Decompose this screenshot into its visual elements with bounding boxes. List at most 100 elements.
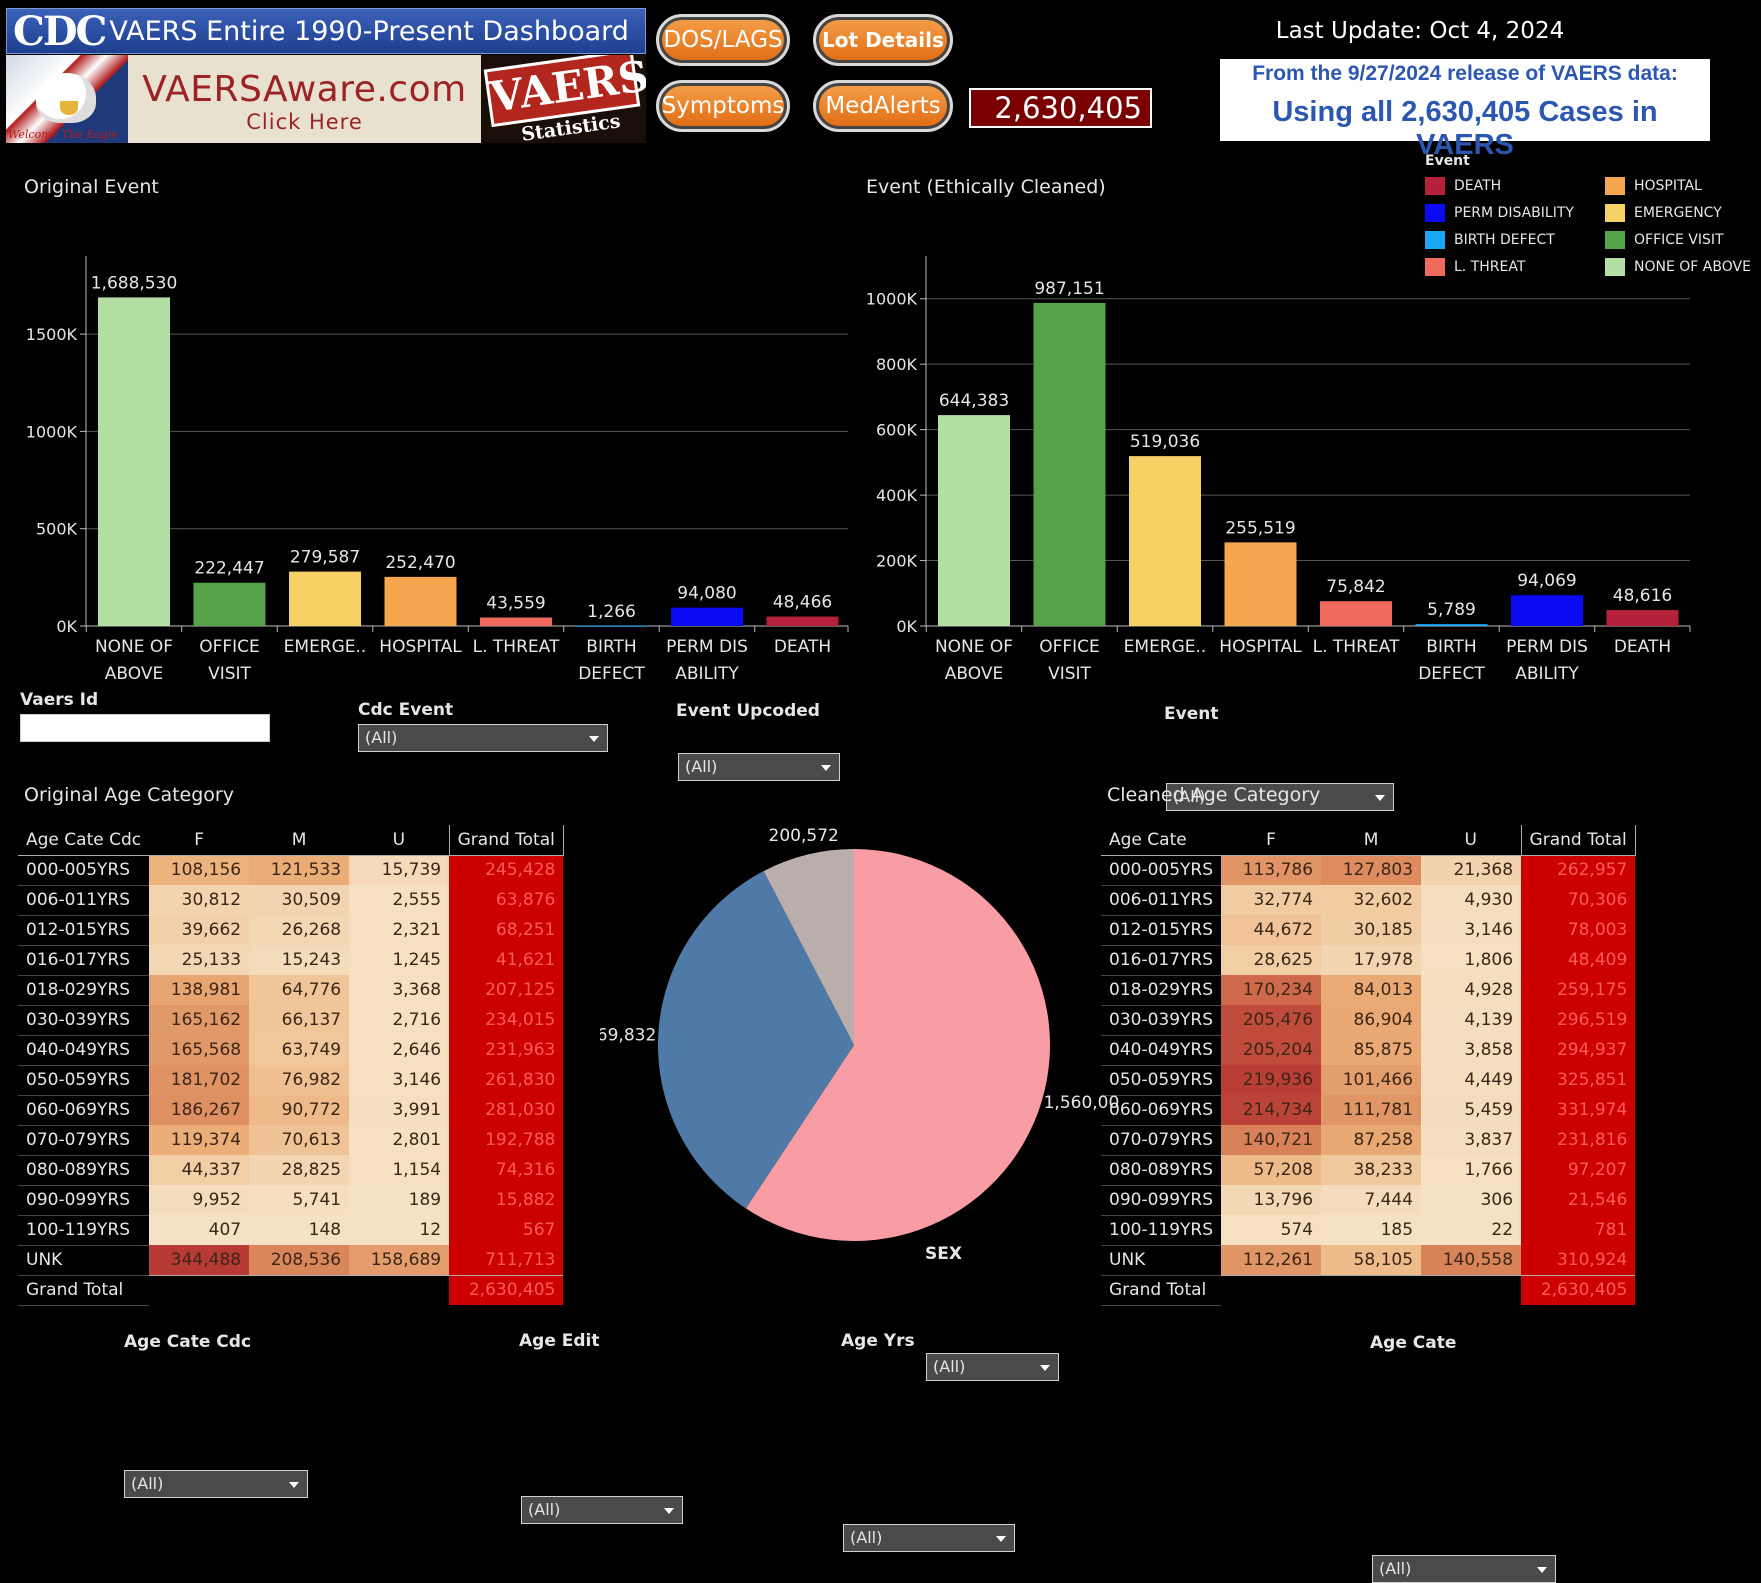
- column-header[interactable]: Grand Total: [448, 825, 564, 856]
- table-cell[interactable]: 58,105: [1321, 1245, 1422, 1275]
- table-cell[interactable]: 15,243: [249, 945, 350, 975]
- table-cell[interactable]: 12: [349, 1215, 450, 1245]
- vaersaware-link[interactable]: VAERSAware.com Click Here: [128, 55, 481, 143]
- table-cell[interactable]: 219,936: [1221, 1065, 1322, 1095]
- column-header[interactable]: Grand Total: [1520, 825, 1636, 856]
- table-cell[interactable]: 3,858: [1421, 1035, 1522, 1065]
- table-cell[interactable]: 3,146: [1421, 915, 1522, 945]
- legend-item[interactable]: HOSPITAL: [1605, 177, 1755, 195]
- age-cate-cdc-dropdown[interactable]: (All): [124, 1470, 308, 1498]
- grand-total-cell[interactable]: 325,851: [1521, 1065, 1636, 1095]
- lot-details-button[interactable]: Lot Details: [813, 14, 953, 66]
- column-header[interactable]: M: [1321, 825, 1422, 856]
- table-cell[interactable]: 2,555: [349, 885, 450, 915]
- table-cell[interactable]: 1,245: [349, 945, 450, 975]
- table-cell[interactable]: 32,774: [1221, 885, 1322, 915]
- table-cell[interactable]: 44,337: [149, 1155, 250, 1185]
- grand-total-cell[interactable]: 262,957: [1521, 855, 1636, 885]
- vaers-id-input[interactable]: [20, 714, 270, 742]
- table-cell[interactable]: 57,208: [1221, 1155, 1322, 1185]
- event-dropdown[interactable]: (All): [1166, 783, 1394, 811]
- grand-total-cell[interactable]: 78,003: [1521, 915, 1636, 945]
- grand-total-cell[interactable]: 781: [1521, 1215, 1636, 1245]
- table-cell[interactable]: 13,796: [1221, 1185, 1322, 1215]
- table-cell[interactable]: 5,459: [1421, 1095, 1522, 1125]
- dos-lags-button[interactable]: DOS/LAGS: [656, 14, 790, 66]
- table-cell[interactable]: 38,233: [1321, 1155, 1422, 1185]
- table-cell[interactable]: 21,368: [1421, 855, 1522, 885]
- sex-dropdown[interactable]: (All): [926, 1353, 1059, 1381]
- table-cell[interactable]: 119,374: [149, 1125, 250, 1155]
- table-cell[interactable]: 3,146: [349, 1065, 450, 1095]
- table-cell[interactable]: 111,781: [1321, 1095, 1422, 1125]
- table-cell[interactable]: 76,982: [249, 1065, 350, 1095]
- table-cell[interactable]: 165,162: [149, 1005, 250, 1035]
- table-cell[interactable]: 1,806: [1421, 945, 1522, 975]
- grand-total-cell[interactable]: 15,882: [449, 1185, 564, 1215]
- cdc-event-dropdown[interactable]: (All): [358, 724, 608, 752]
- table-cell[interactable]: 208,536: [249, 1245, 350, 1275]
- grand-total-cell[interactable]: 331,974: [1521, 1095, 1636, 1125]
- table-cell[interactable]: 2,801: [349, 1125, 450, 1155]
- table-cell[interactable]: 22: [1421, 1215, 1522, 1245]
- table-cell[interactable]: 3,837: [1421, 1125, 1522, 1155]
- table-cell[interactable]: 44,672: [1221, 915, 1322, 945]
- grand-total-cell[interactable]: 21,546: [1521, 1185, 1636, 1215]
- legend-item[interactable]: BIRTH DEFECT: [1425, 231, 1605, 249]
- table-cell[interactable]: 3,991: [349, 1095, 450, 1125]
- grand-total-cell[interactable]: 70,306: [1521, 885, 1636, 915]
- column-header[interactable]: U: [1421, 825, 1522, 856]
- table-cell[interactable]: 26,268: [249, 915, 350, 945]
- table-cell[interactable]: 84,013: [1321, 975, 1422, 1005]
- grand-total-cell[interactable]: 259,175: [1521, 975, 1636, 1005]
- grand-total-cell[interactable]: 281,030: [449, 1095, 564, 1125]
- vaers-statistics-logo[interactable]: VAERS Statistics: [481, 55, 646, 143]
- bar[interactable]: [1320, 601, 1392, 626]
- bar[interactable]: [98, 297, 170, 626]
- table-cell[interactable]: 113,786: [1221, 855, 1322, 885]
- table-cell[interactable]: 28,625: [1221, 945, 1322, 975]
- legend-item[interactable]: NONE OF ABOVE: [1605, 258, 1755, 276]
- table-cell[interactable]: 306: [1421, 1185, 1522, 1215]
- grand-total-cell[interactable]: 294,937: [1521, 1035, 1636, 1065]
- bar[interactable]: [1511, 595, 1583, 626]
- grand-total-cell[interactable]: 310,924: [1521, 1245, 1636, 1275]
- bar[interactable]: [1415, 624, 1488, 626]
- grand-total-cell[interactable]: 231,963: [449, 1035, 564, 1065]
- table-cell[interactable]: 4,449: [1421, 1065, 1522, 1095]
- table-cell[interactable]: 32,602: [1321, 885, 1422, 915]
- table-cell[interactable]: 4,928: [1421, 975, 1522, 1005]
- bar[interactable]: [480, 617, 552, 626]
- column-header[interactable]: F: [1221, 825, 1322, 856]
- table-cell[interactable]: 344,488: [149, 1245, 250, 1275]
- column-header[interactable]: U: [349, 825, 450, 856]
- age-edit-dropdown[interactable]: (All): [521, 1496, 683, 1524]
- pie-slice[interactable]: [763, 849, 854, 1045]
- column-header[interactable]: F: [149, 825, 250, 856]
- grand-total-cell[interactable]: 41,621: [449, 945, 564, 975]
- table-cell[interactable]: 90,772: [249, 1095, 350, 1125]
- table-cell[interactable]: 30,509: [249, 885, 350, 915]
- table-cell[interactable]: 205,476: [1221, 1005, 1322, 1035]
- table-cell[interactable]: 2,321: [349, 915, 450, 945]
- grand-total-cell[interactable]: 97,207: [1521, 1155, 1636, 1185]
- table-cell[interactable]: 3,368: [349, 975, 450, 1005]
- table-cell[interactable]: 28,825: [249, 1155, 350, 1185]
- grand-total-cell[interactable]: 245,428: [449, 855, 564, 885]
- table-cell[interactable]: 25,133: [149, 945, 250, 975]
- table-cell[interactable]: 108,156: [149, 855, 250, 885]
- legend-item[interactable]: OFFICE VISIT: [1605, 231, 1755, 249]
- table-cell[interactable]: 87,258: [1321, 1125, 1422, 1155]
- original-event-bar-chart[interactable]: 0K 500K 1000K 1500K 1,688,530 NONE OF ABOVE 222…: [0, 200, 860, 690]
- grand-total-cell[interactable]: 48,409: [1521, 945, 1636, 975]
- age-cate-dropdown[interactable]: (All): [1372, 1555, 1556, 1583]
- bar[interactable]: [938, 415, 1010, 626]
- table-cell[interactable]: 121,533: [249, 855, 350, 885]
- table-cell[interactable]: 574: [1221, 1215, 1322, 1245]
- table-cell[interactable]: 86,904: [1321, 1005, 1422, 1035]
- table-cell[interactable]: 17,978: [1321, 945, 1422, 975]
- bar[interactable]: [1033, 302, 1106, 626]
- pie-slice[interactable]: [658, 871, 854, 1209]
- grand-total-cell[interactable]: 711,713: [449, 1245, 564, 1275]
- bar[interactable]: [1606, 610, 1679, 626]
